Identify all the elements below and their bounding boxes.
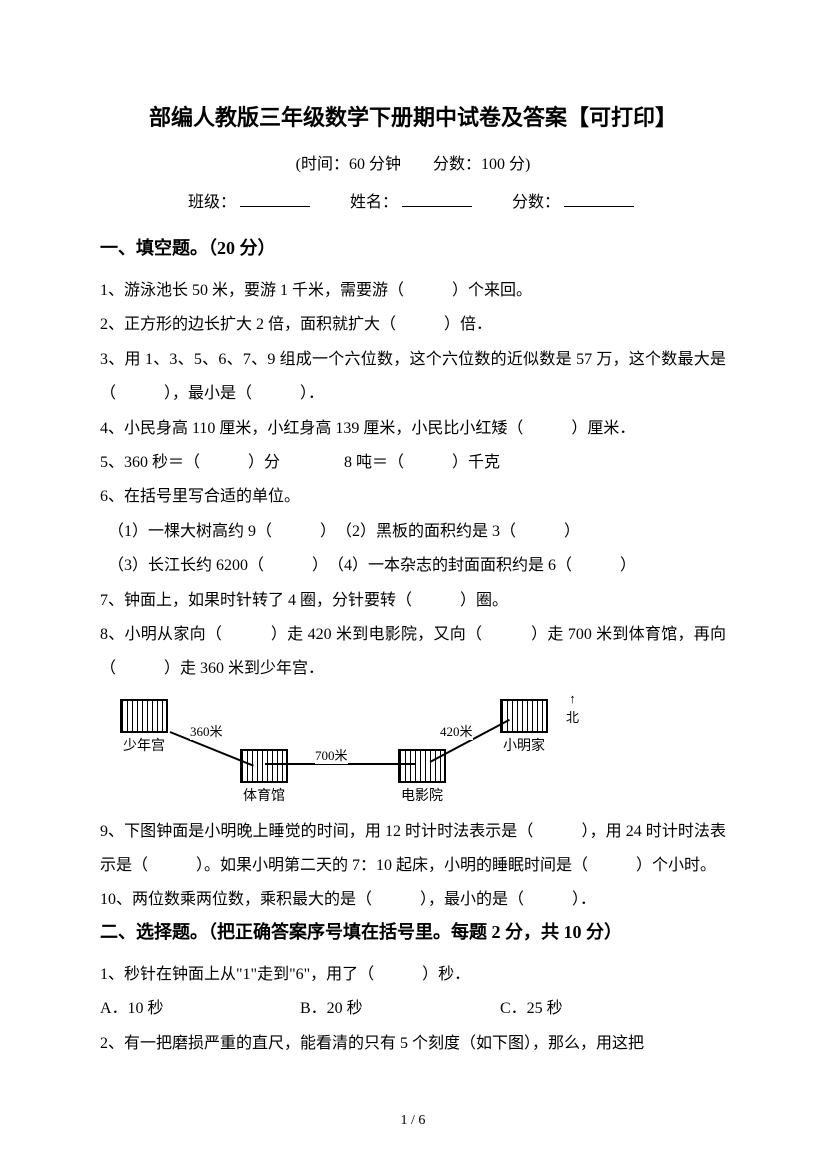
student-info-line: 班级： 姓名： 分数：: [100, 188, 726, 212]
building-icon: [240, 749, 288, 783]
north-arrow-icon: ↑: [569, 691, 576, 706]
score-blank: [564, 206, 634, 207]
q6-1: （1）一棵大树高约 9（ ） （2）黑板的面积约是 3（ ）: [100, 515, 726, 549]
section1-heading: 一、填空题。（20 分）: [100, 234, 726, 260]
name-label: 姓名：: [350, 194, 398, 211]
q9: 9、下图钟面是小明晚上睡觉的时间，用 12 时计时法表示是（ ），用 24 时计…: [100, 815, 726, 884]
distance-360: 360米: [190, 721, 223, 740]
exam-title: 部编人教版三年级数学下册期中试卷及答案【可打印】: [100, 100, 726, 132]
youth-palace-label: 少年宫: [123, 739, 165, 754]
score-label: 分数：: [512, 194, 560, 211]
s2-q1: 1、秒针在钟面上从"1"走到"6"，用了（ ）秒．: [100, 958, 726, 992]
q6: 6、在括号里写合适的单位。: [100, 480, 726, 514]
class-blank: [240, 206, 310, 207]
north-indicator: ↑北: [565, 691, 580, 726]
gym-icon: 体育馆: [240, 749, 288, 805]
north-label: 北: [566, 710, 579, 725]
q8: 8、小明从家向（ ）走 420 米到电影院，又向（ ）走 700 米到体育馆，再…: [100, 618, 726, 687]
choice-c: C．25 秒: [500, 992, 660, 1026]
q2: 2、正方形的边长扩大 2 倍，面积就扩大（ ）倍．: [100, 308, 726, 342]
distance-420: 420米: [440, 721, 473, 740]
page-number: 1 / 6: [0, 1113, 826, 1129]
choice-b: B．20 秒: [300, 992, 500, 1026]
name-blank: [402, 206, 472, 207]
exam-subtitle: (时间：60 分钟 分数：100 分): [100, 150, 726, 174]
map-diagram: 少年宫 体育馆 电影院 小明家 ↑北 360米 700米 420米: [120, 691, 580, 811]
s2-q2: 2、有一把磨损严重的直尺，能看清的只有 5 个刻度（如下图），那么，用这把: [100, 1027, 726, 1061]
q7: 7、钟面上，如果时针转了 4 圈，分针要转（ ）圈。: [100, 584, 726, 618]
building-icon: [500, 699, 548, 733]
youth-palace-icon: 少年宫: [120, 699, 168, 755]
building-icon: [398, 749, 446, 783]
q3: 3、用 1、3、5、6、7、9 组成一个六位数，这个六位数的近似数是 57 万，…: [100, 343, 726, 412]
q5: 5、360 秒＝（ ）分 8 吨＝（ ）千克: [100, 446, 726, 480]
choice-a: A．10 秒: [100, 992, 300, 1026]
q4: 4、小民身高 110 厘米，小红身高 139 厘米，小民比小红矮（ ）厘米．: [100, 412, 726, 446]
q1: 1、游泳池长 50 米，要游 1 千米，需要游（ ）个来回。: [100, 274, 726, 308]
section2-heading: 二、选择题。（把正确答案序号填在括号里。每题 2 分，共 10 分）: [100, 918, 726, 944]
cinema-label: 电影院: [401, 789, 443, 804]
s2-q1-choices: A．10 秒 B．20 秒 C．25 秒: [100, 992, 726, 1026]
q10: 10、两位数乘两位数，乘积最大的是（ ），最小的是（ ）．: [100, 883, 726, 917]
building-icon: [120, 699, 168, 733]
gym-label: 体育馆: [243, 789, 285, 804]
home-label: 小明家: [503, 739, 545, 754]
distance-700: 700米: [315, 745, 348, 764]
home-icon: 小明家: [500, 699, 548, 755]
q6-2: （3）长江长约 6200（ ） （4）一本杂志的封面面积约是 6（ ）: [100, 549, 726, 583]
class-label: 班级：: [188, 194, 236, 211]
